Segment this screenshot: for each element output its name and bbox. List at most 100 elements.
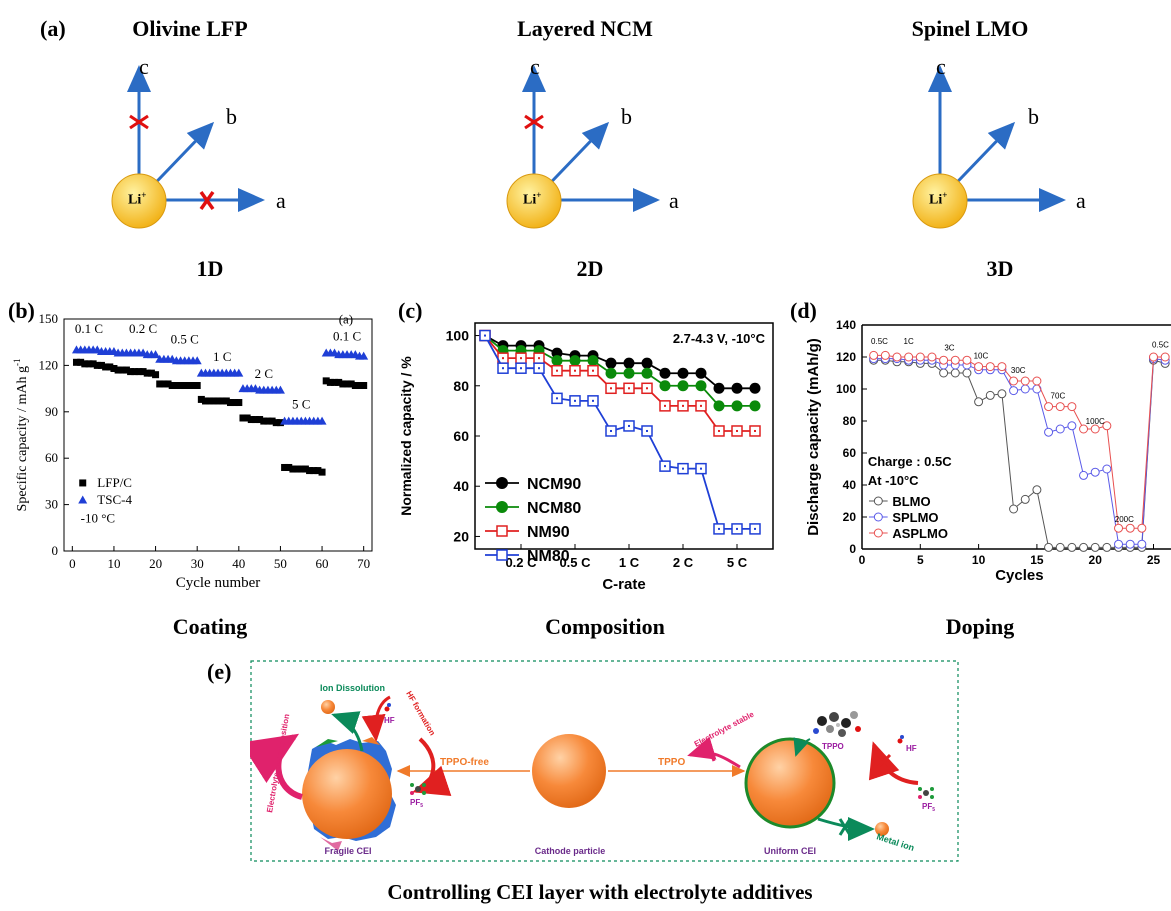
y-tick-label: 100	[446, 328, 470, 344]
data-point-lfpc	[314, 467, 322, 475]
legend-marker-ncm80	[496, 501, 508, 513]
data-point-tsc4	[151, 350, 161, 359]
data-point-asplmo	[974, 362, 984, 372]
data-point-asplmo	[962, 355, 972, 365]
data-point-ncm80	[623, 367, 635, 379]
hf-formation-label: HF formation	[404, 690, 437, 738]
data-point-lfpc	[210, 397, 218, 405]
hf-molecule-icon	[384, 706, 390, 712]
tppo-arrow-label: TPPO	[658, 757, 685, 768]
series-line-ncm80	[484, 334, 755, 407]
fragile-cei-label: Fragile CEI	[324, 846, 371, 856]
li-ion-label: Li+	[523, 190, 542, 208]
data-point-blmo	[1032, 485, 1042, 495]
data-point-center	[556, 397, 558, 400]
data-point-blmo	[1079, 542, 1089, 552]
data-point-lfpc	[97, 361, 105, 369]
data-point-lfpc	[281, 463, 289, 471]
x-tick-label: 20	[149, 556, 162, 571]
data-point-ncm90	[677, 367, 689, 379]
blocked-x-icon	[129, 114, 149, 130]
y-tick-label: 100	[836, 382, 856, 396]
data-point-asplmo	[1137, 523, 1147, 533]
data-point-ncm90	[749, 382, 761, 394]
data-point-center	[736, 527, 738, 530]
data-point-center	[610, 387, 612, 390]
x-tick-label: 30	[191, 556, 204, 571]
legend-marker-nm90	[496, 525, 508, 537]
data-point-asplmo	[950, 355, 960, 365]
data-point-lfpc	[339, 380, 347, 388]
uniform-cei-label: Uniform CEI	[764, 846, 816, 856]
data-point-splmo	[1125, 539, 1135, 549]
rate-label: 10C	[974, 352, 989, 361]
olivine-diagram	[111, 65, 265, 229]
x-tick-label: 40	[232, 556, 245, 571]
y-tick-label: 0	[52, 543, 59, 558]
data-point-lfpc	[251, 416, 259, 424]
data-point-blmo	[1020, 494, 1030, 504]
data-point-lfpc	[351, 382, 359, 390]
data-point-splmo	[1055, 424, 1065, 434]
x-tick-label: 70	[357, 556, 370, 571]
data-point-lfpc	[343, 380, 351, 388]
condition-label: At -10°C	[868, 473, 919, 488]
data-point-center	[736, 429, 738, 432]
data-point-asplmo	[1044, 402, 1054, 412]
data-point-lfpc	[239, 414, 247, 422]
inner-label: (a)	[339, 312, 353, 327]
data-point-lfpc	[139, 368, 147, 376]
x-tick-label: 0	[69, 556, 76, 571]
data-point-blmo	[1055, 542, 1065, 552]
data-point-lfpc	[297, 465, 305, 473]
data-point-asplmo	[892, 352, 902, 362]
rate-label: 0.5 C	[171, 332, 199, 347]
data-point-asplmo	[880, 350, 890, 360]
x-tick-label: 25	[1147, 553, 1161, 567]
data-point-lfpc	[85, 360, 93, 368]
legend-label-nm90: NM90	[527, 524, 570, 541]
rate-label: 5 C	[292, 397, 310, 412]
panel-c-caption: Composition	[545, 614, 665, 639]
legend-label-nm80: NM80	[527, 548, 570, 565]
data-point-ncm80	[695, 380, 707, 392]
data-point-asplmo	[1160, 352, 1170, 362]
fragile-cei-particle	[302, 737, 396, 851]
electrolyte-decomposition-label: Electrolyte decomposition	[265, 713, 291, 813]
condition-label: -10 °C	[81, 511, 115, 526]
data-point-splmo	[1137, 539, 1147, 549]
axis-c-label: c	[530, 54, 540, 79]
series-line-nm90	[484, 334, 755, 432]
panel-a-label: (a)	[40, 16, 66, 41]
data-point-lfpc	[268, 417, 276, 425]
electrolyte-decomposition-arrow	[250, 733, 304, 800]
data-point-blmo	[939, 368, 949, 378]
pf5-label: PF5	[410, 798, 423, 809]
data-point-center	[628, 387, 630, 390]
legend-marker-nm80	[496, 549, 508, 561]
rate-label: 2 C	[255, 366, 273, 381]
data-point-lfpc	[160, 380, 168, 388]
data-point-ncm90	[695, 367, 707, 379]
data-point-lfpc	[72, 358, 80, 366]
data-point-lfpc	[347, 380, 355, 388]
electrolyte-stable-label: Electrolyte stable	[693, 709, 756, 748]
data-point-center	[556, 369, 558, 372]
data-point-asplmo	[997, 362, 1007, 372]
data-point-ncm80	[551, 355, 563, 367]
data-point-center	[664, 404, 666, 407]
x-tick-label: 10	[107, 556, 120, 571]
y-tick-label: 40	[843, 478, 857, 492]
rate-label: 1 C	[213, 349, 231, 364]
metal-ion-icon	[875, 822, 889, 836]
panel-e-frame	[250, 660, 959, 862]
data-point-ncm90	[605, 357, 617, 369]
x-tick-label: 15	[1030, 553, 1044, 567]
data-point-lfpc	[260, 417, 268, 425]
data-point-blmo	[1102, 542, 1112, 552]
data-point-ncm90	[659, 367, 671, 379]
li-ion-circle	[912, 173, 968, 229]
data-point-center	[538, 357, 540, 360]
y-axis-label: Specific capacity / mAh g-1	[12, 359, 30, 512]
data-point-center	[682, 467, 684, 470]
